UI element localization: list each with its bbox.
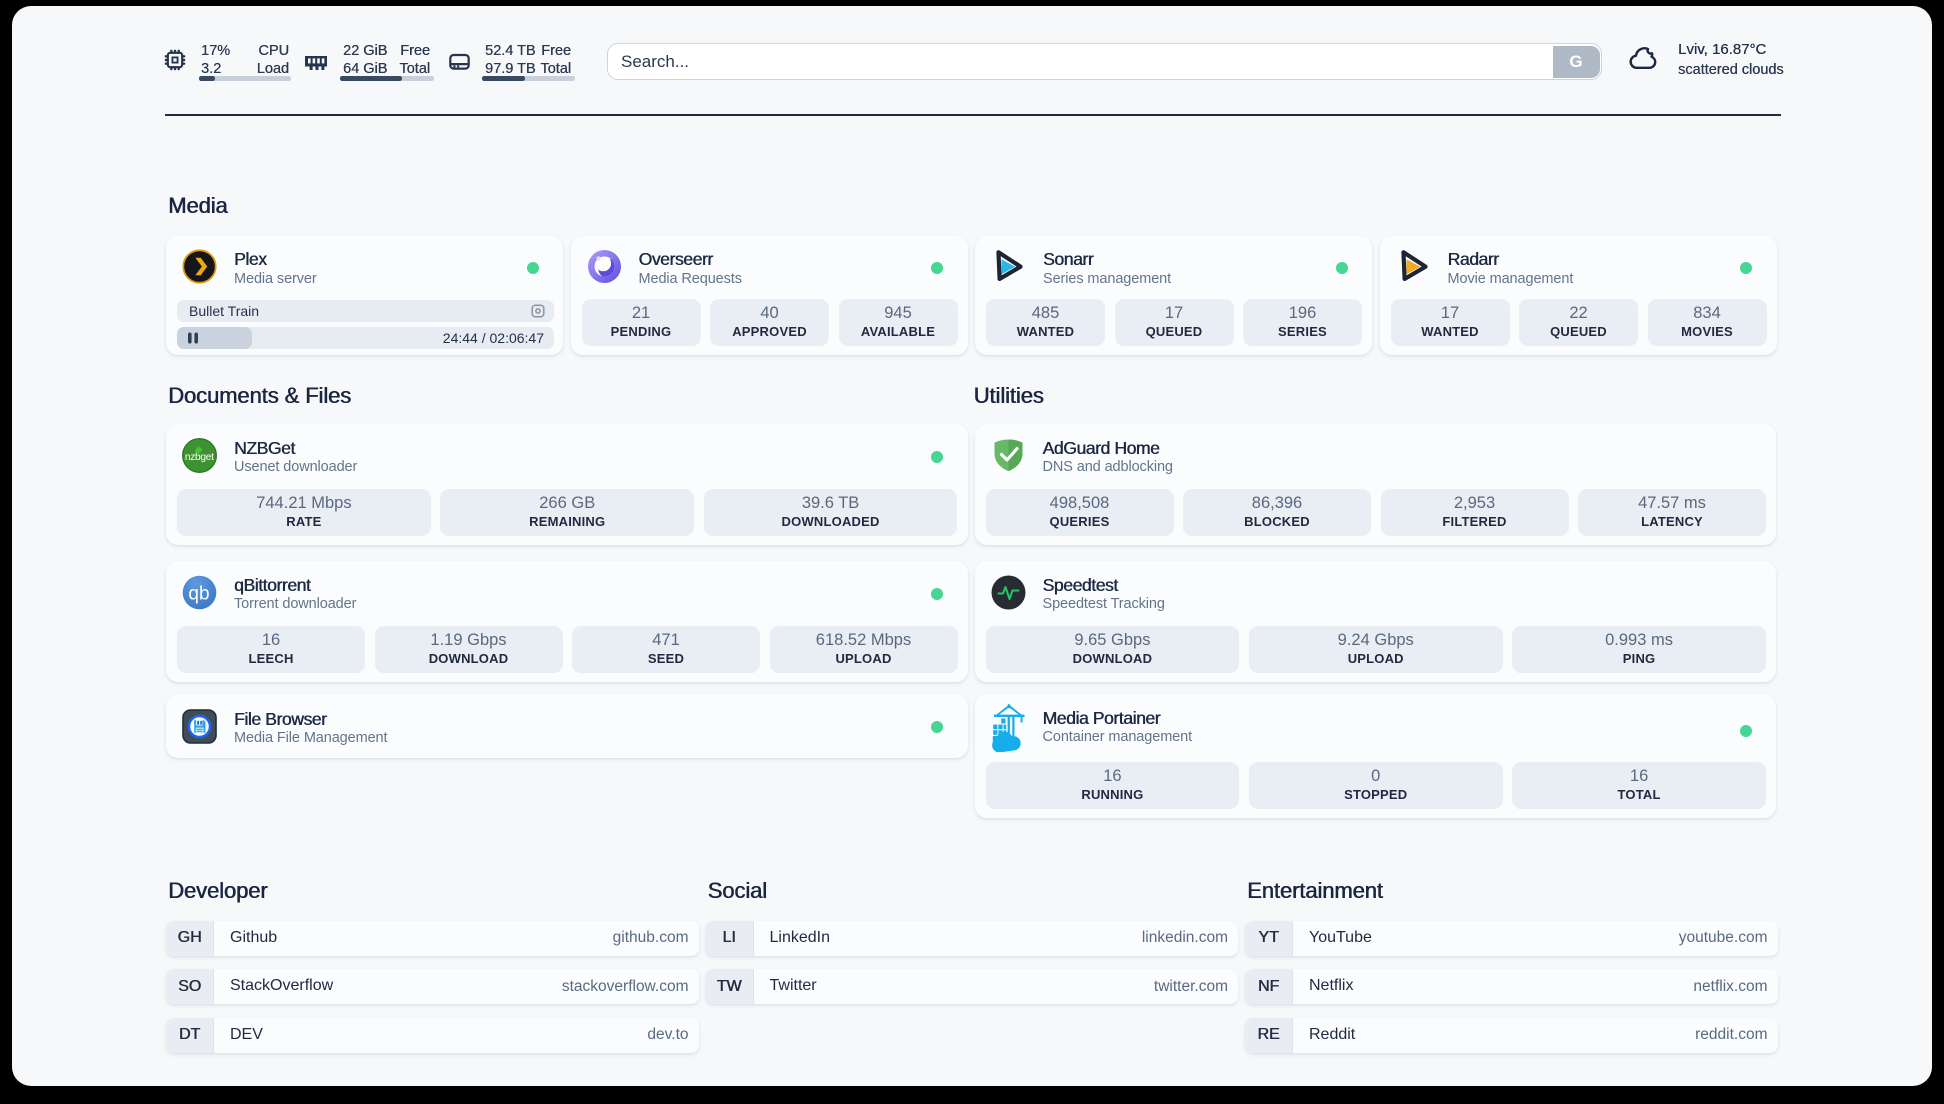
svg-text:qb: qb (188, 583, 209, 604)
svg-text:nzbget: nzbget (185, 451, 214, 462)
